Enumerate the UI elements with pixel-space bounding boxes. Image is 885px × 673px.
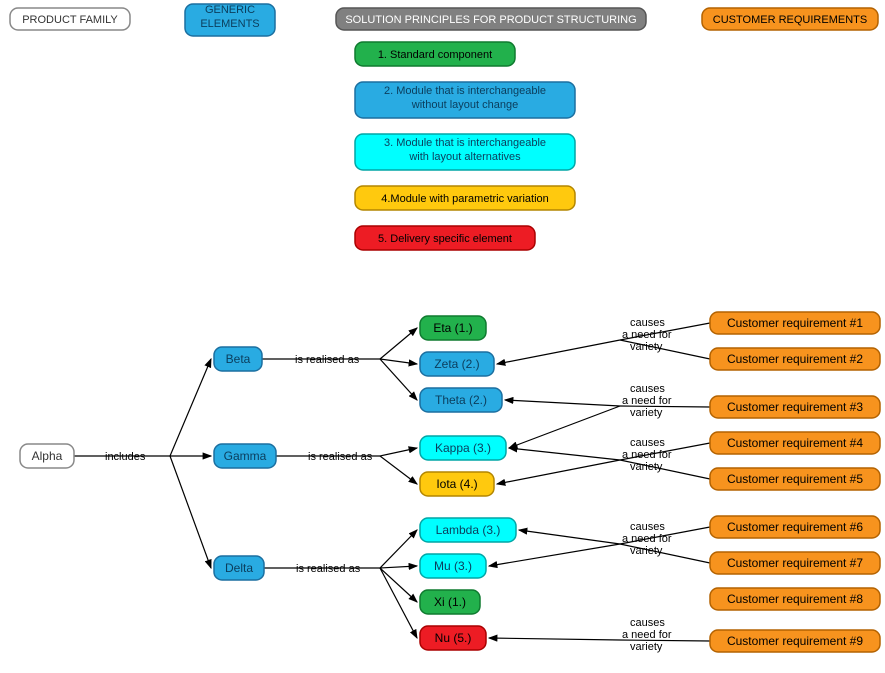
edge-arrow: [170, 456, 211, 568]
edge-label: variety: [630, 545, 663, 557]
legend-label: without layout change: [411, 99, 518, 111]
node-label-cr1: Customer requirement #1: [727, 316, 863, 330]
node-label: GENERIC: [205, 4, 255, 16]
node-label: ELEMENTS: [200, 18, 259, 30]
edge-arrow: [380, 448, 417, 456]
node-label-cr4: Customer requirement #4: [727, 436, 863, 450]
node-label-cr7: Customer requirement #7: [727, 556, 863, 570]
legend-label: 3. Module that is interchangeable: [384, 137, 546, 149]
edge-label: a need for: [622, 533, 672, 545]
node-label-cr2: Customer requirement #2: [727, 352, 863, 366]
node-label-iota: Iota (4.): [436, 477, 477, 491]
node-label-eta: Eta (1.): [433, 321, 472, 335]
edge-arrow: [380, 566, 417, 568]
node-label-alpha: Alpha: [32, 449, 63, 463]
edge-label: a need for: [622, 449, 672, 461]
edge-label: causes: [630, 617, 665, 629]
node-label-lambda: Lambda (3.): [436, 523, 501, 537]
edge-arrow: [380, 359, 417, 364]
edge-arrow: [505, 400, 620, 406]
edge-arrow: [380, 568, 417, 602]
edge-label: variety: [630, 461, 663, 473]
edge-arrow: [489, 544, 620, 566]
edge-label: causes: [630, 521, 665, 533]
edge-arrow: [380, 359, 417, 400]
node-label-cr8: Customer requirement #8: [727, 592, 863, 606]
node-label: CUSTOMER REQUIREMENTS: [713, 14, 867, 26]
node-label-mu: Mu (3.): [434, 559, 472, 573]
edge-arrow: [170, 359, 211, 456]
edge-label: variety: [630, 407, 663, 419]
node-label-cr5: Customer requirement #5: [727, 472, 863, 486]
edge-label: causes: [630, 317, 665, 329]
node-label-delta: Delta: [225, 561, 253, 575]
edge-arrow: [519, 530, 620, 544]
edge-arrow: [509, 448, 620, 460]
edge-arrow: [380, 328, 417, 359]
node-label-theta: Theta (2.): [435, 393, 487, 407]
node-label-cr3: Customer requirement #3: [727, 400, 863, 414]
legend-label: 5. Delivery specific element: [378, 233, 512, 245]
legend-label: 1. Standard component: [378, 49, 492, 61]
node-label-xi: Xi (1.): [434, 595, 466, 609]
edge-arrow: [509, 406, 620, 448]
edge-label: is realised as: [308, 451, 373, 463]
edge-arrow: [380, 456, 417, 484]
edge-label: is realised as: [295, 354, 360, 366]
node-label: SOLUTION PRINCIPLES FOR PRODUCT STRUCTUR…: [345, 14, 636, 26]
legend-label: 4.Module with parametric variation: [381, 193, 549, 205]
node-label-kappa: Kappa (3.): [435, 441, 491, 455]
edge-label: variety: [630, 341, 663, 353]
edge-arrow: [497, 460, 620, 484]
edge-label: causes: [630, 383, 665, 395]
diagram-canvas: PRODUCT FAMILY GENERIC ELEMENTS SOLUTION PR…: [0, 0, 885, 673]
node-label: PRODUCT FAMILY: [22, 14, 118, 26]
edge-label: is realised as: [296, 563, 361, 575]
node-label-beta: Beta: [226, 352, 251, 366]
edge-arrow: [380, 530, 417, 568]
edge-label: a need for: [622, 329, 672, 341]
edge-arrow: [489, 638, 620, 640]
legend-label: 2. Module that is interchangeable: [384, 85, 546, 97]
node-label-gamma: Gamma: [224, 449, 267, 463]
edge-label: includes: [105, 451, 146, 463]
edge-arrow: [497, 340, 620, 364]
edge-arrow: [380, 568, 417, 638]
edge-label: a need for: [622, 395, 672, 407]
node-label-zeta: Zeta (2.): [434, 357, 479, 371]
node-label-nu: Nu (5.): [435, 631, 472, 645]
node-label-cr9: Customer requirement #9: [727, 634, 863, 648]
node-label-cr6: Customer requirement #6: [727, 520, 863, 534]
edge-label: a need for: [622, 629, 672, 641]
edge-label: variety: [630, 641, 663, 653]
edge-label: causes: [630, 437, 665, 449]
legend-label: with layout alternatives: [408, 151, 521, 163]
